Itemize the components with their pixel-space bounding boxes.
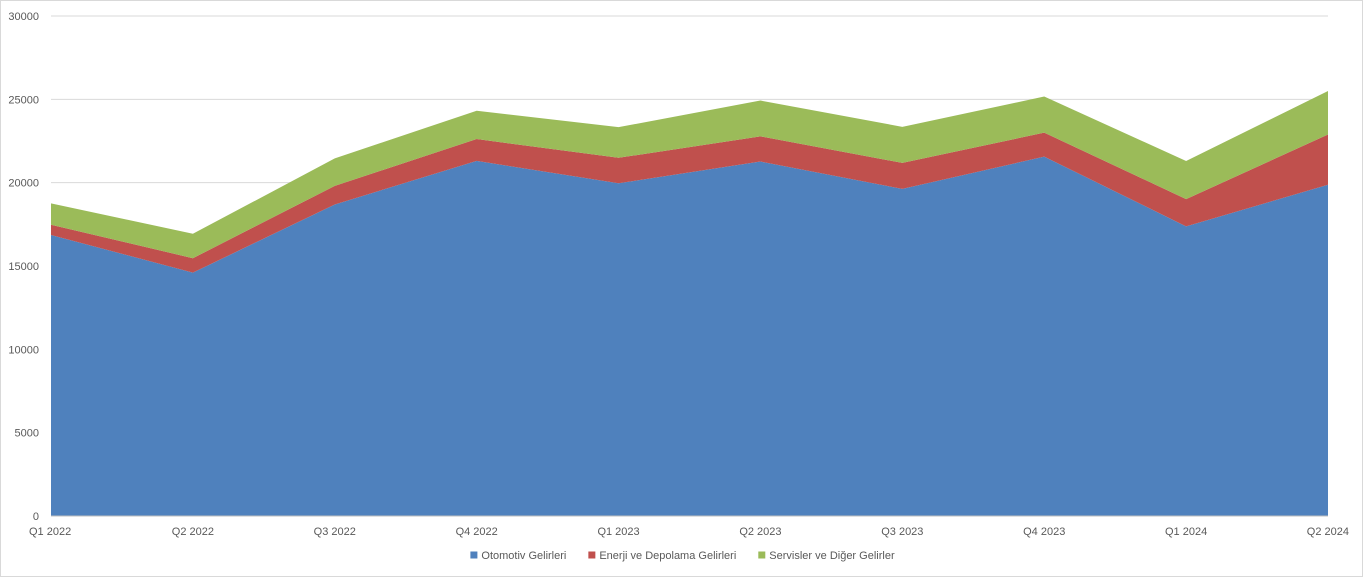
y-tick-label: 15000 — [8, 261, 39, 273]
x-tick-label: Q3 2022 — [314, 526, 356, 538]
area-series-2 — [51, 132, 1328, 273]
legend-label-2: Enerji ve Depolama Gelirleri — [599, 550, 736, 562]
x-tick-label: Q4 2023 — [1023, 526, 1065, 538]
area-series — [51, 91, 1328, 516]
y-tick-label: 25000 — [8, 94, 39, 106]
x-tick-label: Q1 2024 — [1165, 526, 1207, 538]
x-tick-label: Q4 2022 — [456, 526, 498, 538]
y-tick-label: 30000 — [8, 11, 39, 23]
legend-swatch-1 — [470, 551, 478, 559]
x-tick-label: Q1 2022 — [29, 526, 71, 538]
y-tick-label: 20000 — [8, 178, 39, 190]
y-tick-label: 10000 — [8, 344, 39, 356]
x-tick-label: Q3 2023 — [881, 526, 923, 538]
area-series-3 — [51, 91, 1328, 259]
x-tick-label: Q2 2023 — [739, 526, 781, 538]
axes: 0 5000 10000 15000 20000 25000 30000 Q1 2022 Q2 … — [8, 11, 1349, 538]
x-tick-label: Q2 2024 — [1307, 526, 1349, 538]
legend-label-1: Otomotiv Gelirleri — [481, 550, 566, 562]
x-tick-label: Q1 2023 — [597, 526, 639, 538]
y-tick-label: 0 — [33, 511, 39, 523]
x-tick-label: Q2 2022 — [172, 526, 214, 538]
legend-swatch-3 — [758, 551, 766, 559]
legend: Otomotiv Gelirleri Enerji ve Depolama Gel… — [470, 550, 895, 562]
area-series-1 — [51, 156, 1328, 516]
legend-swatch-2 — [588, 551, 596, 559]
y-tick-label: 5000 — [15, 428, 39, 440]
legend-label-3: Servisler ve Diğer Gelirler — [769, 550, 895, 562]
